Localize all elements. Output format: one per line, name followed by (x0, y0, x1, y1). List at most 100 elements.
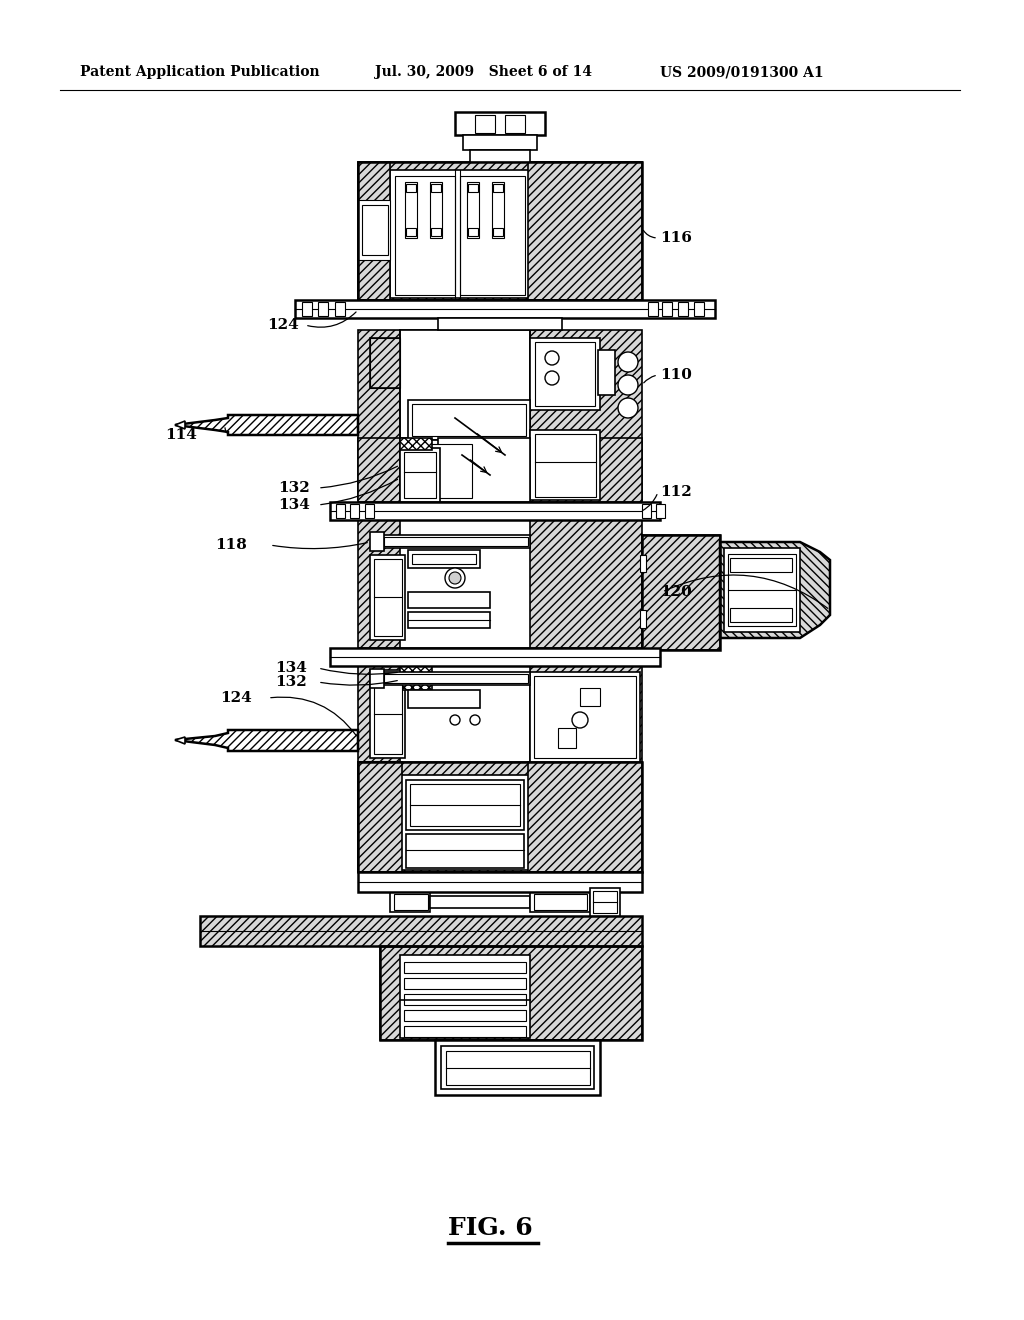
Bar (678, 302, 688, 315)
Bar (400, 954, 530, 1038)
Polygon shape (175, 730, 358, 751)
Polygon shape (175, 414, 358, 436)
Text: 114: 114 (165, 428, 197, 442)
Bar (384, 675, 528, 682)
Bar (406, 228, 416, 236)
Bar (724, 548, 800, 632)
Bar (408, 690, 480, 708)
Bar (438, 318, 562, 330)
Bar (530, 892, 590, 912)
Bar (408, 400, 530, 440)
Bar (430, 896, 530, 908)
Bar (406, 183, 416, 191)
Bar (394, 894, 428, 909)
Bar (390, 892, 430, 912)
Bar (358, 162, 642, 300)
Text: 124: 124 (267, 318, 299, 333)
Text: 134: 134 (278, 498, 310, 512)
Text: Patent Application Publication: Patent Application Publication (80, 65, 319, 79)
Bar (370, 532, 384, 550)
Bar (468, 228, 478, 236)
Bar (640, 554, 646, 572)
Polygon shape (175, 737, 185, 744)
Bar (408, 591, 490, 609)
Bar (358, 873, 642, 892)
Bar (390, 170, 530, 298)
Text: 124: 124 (220, 690, 252, 705)
Bar (446, 1051, 590, 1085)
Bar (404, 1010, 526, 1020)
Bar (467, 182, 479, 238)
Bar (412, 554, 476, 564)
Bar (468, 183, 478, 191)
Bar (435, 1040, 600, 1096)
Bar (593, 891, 617, 913)
Bar (406, 182, 417, 238)
Bar (530, 672, 640, 762)
Circle shape (470, 715, 480, 725)
Bar (730, 609, 792, 622)
Circle shape (545, 351, 559, 366)
Bar (528, 762, 642, 873)
Bar (358, 438, 642, 502)
Bar (374, 675, 402, 754)
Bar (336, 504, 345, 517)
Bar (408, 612, 490, 628)
Bar (598, 350, 615, 395)
Bar (370, 554, 406, 640)
Bar (431, 228, 441, 236)
Bar (374, 558, 402, 636)
Polygon shape (720, 543, 830, 638)
Bar (330, 502, 660, 520)
Bar (656, 504, 665, 517)
Bar (200, 916, 642, 946)
Bar (318, 302, 328, 315)
Bar (528, 162, 642, 300)
Bar (400, 438, 432, 450)
Bar (358, 162, 390, 300)
Bar (431, 183, 441, 191)
Bar (534, 894, 587, 909)
Bar (406, 780, 524, 830)
Bar (370, 671, 406, 758)
Bar (395, 176, 455, 294)
Bar (430, 182, 442, 238)
Bar (438, 438, 530, 502)
Text: 116: 116 (660, 231, 692, 246)
Circle shape (572, 711, 588, 729)
Bar (384, 537, 528, 546)
Bar (370, 338, 400, 388)
Bar (358, 162, 642, 300)
Bar (302, 302, 312, 315)
Text: 110: 110 (660, 368, 692, 381)
Bar (492, 182, 504, 238)
Bar (358, 330, 642, 500)
Text: 120: 120 (660, 585, 692, 599)
Bar (590, 888, 620, 916)
Text: 118: 118 (215, 539, 247, 552)
Bar (441, 1045, 594, 1089)
Bar (410, 784, 520, 826)
Bar (400, 520, 530, 648)
Bar (460, 176, 525, 294)
Bar (404, 1026, 526, 1038)
Bar (365, 504, 374, 517)
Bar (535, 342, 595, 407)
Bar (463, 135, 537, 150)
Bar (648, 302, 658, 315)
Circle shape (618, 375, 638, 395)
Bar (380, 946, 642, 1040)
Circle shape (618, 399, 638, 418)
Bar (534, 676, 636, 758)
Bar (400, 447, 440, 502)
Circle shape (545, 371, 559, 385)
Bar (408, 440, 475, 500)
Bar (412, 404, 526, 436)
Bar (475, 115, 495, 133)
Bar (370, 669, 384, 688)
Text: Jul. 30, 2009   Sheet 6 of 14: Jul. 30, 2009 Sheet 6 of 14 (375, 65, 592, 79)
Bar (358, 762, 642, 873)
Bar (728, 554, 796, 626)
Text: 134: 134 (275, 661, 307, 675)
Bar (404, 994, 526, 1005)
